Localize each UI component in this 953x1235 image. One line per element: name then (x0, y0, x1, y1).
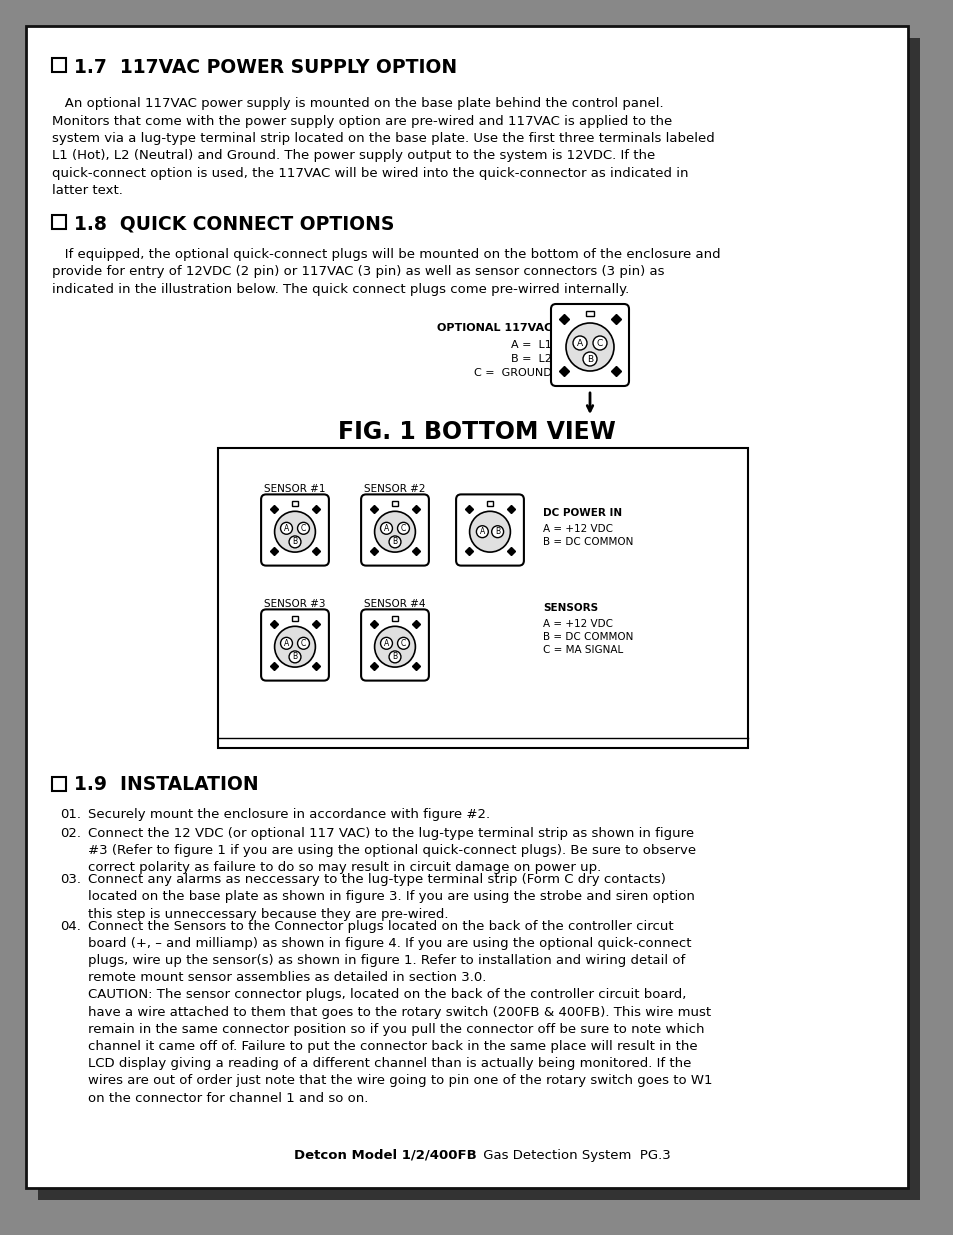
FancyBboxPatch shape (292, 616, 298, 621)
FancyBboxPatch shape (292, 501, 298, 505)
Text: A: A (284, 524, 289, 532)
Circle shape (289, 651, 300, 663)
FancyBboxPatch shape (38, 38, 919, 1200)
Text: B: B (293, 537, 297, 546)
FancyBboxPatch shape (391, 501, 398, 505)
Circle shape (297, 522, 309, 535)
FancyBboxPatch shape (261, 494, 329, 566)
Circle shape (469, 511, 510, 552)
Text: 04.: 04. (60, 920, 81, 932)
FancyBboxPatch shape (261, 609, 329, 680)
Circle shape (476, 526, 488, 537)
FancyBboxPatch shape (551, 304, 628, 387)
Text: Connect the 12 VDC (or optional 117 VAC) to the lug-type terminal strip as shown: Connect the 12 VDC (or optional 117 VAC)… (88, 826, 696, 874)
Text: SENSORS: SENSORS (542, 603, 598, 613)
Circle shape (280, 637, 293, 650)
Circle shape (573, 336, 586, 350)
Text: SENSOR #4: SENSOR #4 (364, 599, 425, 609)
Text: A = +12 VDC
B = DC COMMON: A = +12 VDC B = DC COMMON (542, 524, 633, 547)
Text: Securely mount the enclosure in accordance with figure #2.: Securely mount the enclosure in accordan… (88, 808, 490, 821)
Text: Connect the Sensors to the Connector plugs located on the back of the controller: Connect the Sensors to the Connector plu… (88, 920, 712, 1104)
Text: 02.: 02. (60, 826, 81, 840)
Circle shape (389, 651, 400, 663)
Text: B: B (495, 527, 499, 536)
Text: C: C (300, 524, 306, 532)
FancyBboxPatch shape (52, 58, 66, 72)
Text: A: A (383, 524, 389, 532)
Text: SENSOR #2: SENSOR #2 (364, 484, 425, 494)
Text: A: A (383, 638, 389, 648)
Circle shape (389, 536, 400, 548)
FancyBboxPatch shape (52, 777, 66, 790)
Text: A: A (479, 527, 484, 536)
FancyBboxPatch shape (391, 616, 398, 621)
Circle shape (274, 511, 315, 552)
Text: If equipped, the optional quick-connect plugs will be mounted on the bottom of t: If equipped, the optional quick-connect … (52, 248, 720, 296)
FancyBboxPatch shape (361, 494, 429, 566)
Circle shape (582, 352, 597, 366)
FancyBboxPatch shape (52, 215, 66, 228)
Circle shape (491, 526, 503, 537)
Circle shape (593, 336, 606, 350)
Text: 1.8  QUICK CONNECT OPTIONS: 1.8 QUICK CONNECT OPTIONS (74, 215, 394, 233)
Circle shape (289, 536, 300, 548)
Text: C: C (300, 638, 306, 648)
Text: B: B (392, 652, 397, 662)
Circle shape (280, 522, 293, 535)
Text: A = +12 VDC
B = DC COMMON
C = MA SIGNAL: A = +12 VDC B = DC COMMON C = MA SIGNAL (542, 619, 633, 656)
Text: 1.9  INSTALATION: 1.9 INSTALATION (74, 776, 258, 794)
Text: 1.7  117VAC POWER SUPPLY OPTION: 1.7 117VAC POWER SUPPLY OPTION (74, 58, 456, 77)
FancyBboxPatch shape (486, 501, 493, 505)
Circle shape (565, 324, 614, 370)
Circle shape (375, 626, 415, 667)
FancyBboxPatch shape (361, 609, 429, 680)
Circle shape (397, 637, 409, 650)
FancyBboxPatch shape (26, 26, 907, 1188)
Circle shape (297, 637, 309, 650)
Circle shape (380, 522, 392, 535)
FancyBboxPatch shape (585, 311, 594, 316)
Text: A: A (577, 338, 582, 347)
Circle shape (397, 522, 409, 535)
Text: Connect any alarms as neccessary to the lug-type terminal strip (Form C dry cont: Connect any alarms as neccessary to the … (88, 873, 694, 920)
Text: DC POWER IN: DC POWER IN (542, 508, 621, 517)
Text: B: B (293, 652, 297, 662)
Text: B: B (586, 354, 593, 363)
Text: B: B (392, 537, 397, 546)
Text: C: C (400, 524, 406, 532)
Text: Gas Detection System  PG.3: Gas Detection System PG.3 (478, 1149, 670, 1162)
Text: SENSOR #3: SENSOR #3 (264, 599, 325, 609)
Text: C: C (597, 338, 602, 347)
Text: A: A (284, 638, 289, 648)
Circle shape (380, 637, 392, 650)
FancyBboxPatch shape (456, 494, 523, 566)
Text: C: C (400, 638, 406, 648)
Text: Detcon Model 1/2/400FB: Detcon Model 1/2/400FB (294, 1149, 476, 1162)
Text: OPTIONAL 117VAC: OPTIONAL 117VAC (436, 324, 552, 333)
Text: SENSOR #1: SENSOR #1 (264, 484, 325, 494)
Circle shape (274, 626, 315, 667)
Text: FIG. 1 BOTTOM VIEW: FIG. 1 BOTTOM VIEW (337, 420, 616, 445)
Circle shape (375, 511, 415, 552)
FancyBboxPatch shape (218, 448, 747, 748)
Text: An optional 117VAC power supply is mounted on the base plate behind the control : An optional 117VAC power supply is mount… (52, 98, 714, 198)
Text: 01.: 01. (60, 808, 81, 821)
Text: A =  L1
B =  L2
C =  GROUND: A = L1 B = L2 C = GROUND (474, 340, 552, 378)
Text: 03.: 03. (60, 873, 81, 887)
